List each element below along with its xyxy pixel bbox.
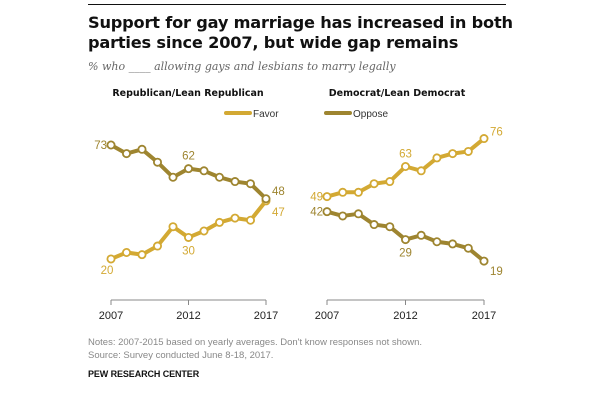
data-point-republican-favor-2014	[214, 217, 224, 227]
data-point-democrat-favor-2007	[322, 192, 332, 202]
data-label-republican-favor-2012: 30	[182, 245, 195, 257]
panel-title-democrat: Democrat/Lean Democrat	[329, 88, 466, 99]
data-point-democrat-oppose-2009	[353, 209, 363, 219]
top-rule	[88, 4, 506, 5]
legend-label-oppose: Oppose	[353, 109, 388, 120]
data-point-democrat-favor-2017	[479, 134, 489, 144]
data-point-democrat-favor-2014	[432, 153, 442, 163]
x-tick-label-2007: 2007	[99, 310, 123, 322]
data-point-democrat-favor-2009	[353, 187, 363, 197]
data-point-democrat-oppose-2015	[448, 239, 458, 249]
x-tick-label-2007: 2007	[315, 310, 339, 322]
data-point-republican-favor-2008	[122, 247, 132, 257]
x-tick-label-2017: 2017	[254, 310, 278, 322]
data-point-republican-favor-2015	[230, 213, 240, 223]
data-point-republican-favor-2007	[106, 254, 116, 264]
data-point-republican-oppose-2017	[261, 194, 271, 204]
data-point-republican-oppose-2010	[152, 157, 162, 167]
data-point-republican-oppose-2016	[245, 179, 255, 189]
panel-republican: 2007 2012 2017 20 30 47 73 62 48	[94, 140, 285, 322]
data-point-republican-favor-2011	[168, 222, 178, 232]
data-point-republican-oppose-2008	[122, 149, 132, 159]
data-point-republican-oppose-2009	[137, 144, 147, 154]
data-point-republican-oppose-2012	[183, 164, 193, 174]
data-point-democrat-oppose-2012	[400, 235, 410, 245]
data-point-republican-oppose-2011	[168, 172, 178, 182]
chart-subtitle: % who ____ allowing gays and lesbians to…	[88, 60, 396, 73]
legend-label-favor: Favor	[253, 109, 279, 120]
x-tick-label-2012: 2012	[176, 310, 200, 322]
x-tick-label-2012: 2012	[393, 310, 417, 322]
data-label-democrat-oppose-2007: 42	[310, 207, 323, 219]
data-point-democrat-favor-2016	[463, 146, 473, 156]
panel-title-republican: Republican/Lean Republican	[112, 88, 264, 99]
data-point-democrat-oppose-2010	[369, 220, 379, 230]
data-label-democrat-favor-2012: 63	[399, 149, 412, 161]
data-point-democrat-oppose-2013	[416, 230, 426, 240]
data-point-republican-favor-2013	[199, 226, 209, 236]
notes-text: Notes: 2007-2015 based on yearly average…	[88, 337, 422, 348]
data-point-democrat-oppose-2011	[385, 222, 395, 232]
source-text: Source: Survey conducted June 8-18, 2017…	[88, 350, 274, 361]
brand-logo-text: PEW RESEARCH CENTER	[88, 369, 200, 379]
data-label-republican-oppose-2017: 48	[272, 186, 285, 198]
data-point-democrat-oppose-2017	[479, 256, 489, 266]
data-label-democrat-favor-2007: 49	[310, 192, 323, 204]
legend: Favor Oppose	[224, 109, 388, 120]
data-point-republican-oppose-2014	[214, 172, 224, 182]
data-point-republican-oppose-2015	[230, 177, 240, 187]
data-label-republican-favor-2017: 47	[272, 207, 285, 219]
data-label-republican-oppose-2007: 73	[94, 140, 107, 152]
data-point-republican-oppose-2007	[106, 140, 116, 150]
data-point-democrat-favor-2011	[385, 177, 395, 187]
data-point-democrat-oppose-2014	[432, 237, 442, 247]
data-point-republican-oppose-2013	[199, 166, 209, 176]
data-label-democrat-oppose-2017: 19	[490, 266, 503, 278]
data-point-republican-favor-2009	[137, 250, 147, 260]
data-point-democrat-favor-2015	[448, 149, 458, 159]
data-label-republican-oppose-2012: 62	[182, 151, 195, 163]
data-point-democrat-favor-2013	[416, 166, 426, 176]
data-label-democrat-oppose-2012: 29	[399, 248, 412, 260]
data-point-republican-favor-2010	[152, 241, 162, 251]
data-point-democrat-oppose-2008	[338, 211, 348, 221]
data-label-democrat-favor-2017: 76	[490, 127, 503, 139]
panel-democrat: 2007 2012 2017 49 63 76 42 29 19	[310, 127, 503, 322]
data-label-republican-favor-2007: 20	[101, 265, 114, 277]
x-tick-label-2017: 2017	[472, 310, 496, 322]
data-point-republican-favor-2016	[245, 215, 255, 225]
data-point-democrat-oppose-2007	[322, 207, 332, 217]
notes-block: Notes: 2007-2015 based on yearly average…	[88, 336, 422, 362]
data-point-democrat-favor-2010	[369, 179, 379, 189]
data-point-republican-favor-2012	[183, 232, 193, 242]
data-point-democrat-favor-2012	[400, 161, 410, 171]
chart-title: Support for gay marriage has increased i…	[88, 13, 513, 52]
data-point-democrat-favor-2008	[338, 187, 348, 197]
data-point-democrat-oppose-2016	[463, 243, 473, 253]
